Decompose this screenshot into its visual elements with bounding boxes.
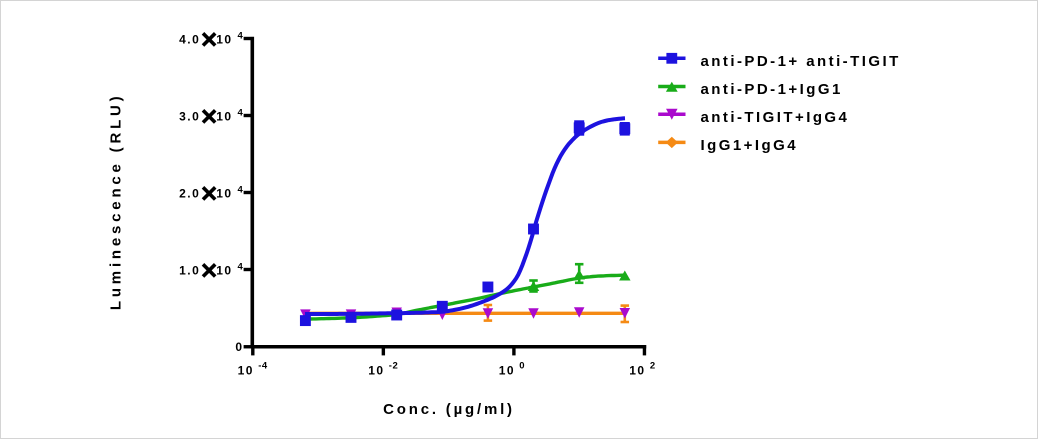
svg-text:Luminescence (RLU): Luminescence (RLU) <box>107 92 124 310</box>
svg-text:1.0: 1.0 <box>179 264 200 278</box>
svg-text:10: 10 <box>238 364 254 378</box>
svg-text:10: 10 <box>499 364 515 378</box>
svg-text:10: 10 <box>216 187 232 201</box>
svg-text:4: 4 <box>238 31 244 42</box>
svg-text:2.0: 2.0 <box>179 187 200 201</box>
svg-text:0: 0 <box>235 340 243 354</box>
svg-text:4.0: 4.0 <box>179 33 200 47</box>
svg-text:0: 0 <box>519 361 525 372</box>
svg-text:anti-TIGIT+IgG4: anti-TIGIT+IgG4 <box>701 109 850 126</box>
svg-text:4: 4 <box>238 262 244 273</box>
svg-text:anti-PD-1+ anti-TIGIT: anti-PD-1+ anti-TIGIT <box>701 53 901 70</box>
svg-text:10: 10 <box>216 110 232 124</box>
svg-text:4: 4 <box>238 108 244 119</box>
svg-text:2: 2 <box>650 361 656 372</box>
svg-text:-4: -4 <box>258 361 268 372</box>
svg-text:10: 10 <box>216 33 232 47</box>
svg-text:IgG1+IgG4: IgG1+IgG4 <box>701 137 799 154</box>
svg-text:Conc. (µg/ml): Conc. (µg/ml) <box>383 401 515 418</box>
svg-text:10: 10 <box>368 364 384 378</box>
svg-text:3.0: 3.0 <box>179 110 200 124</box>
svg-text:10: 10 <box>216 264 232 278</box>
svg-text:-2: -2 <box>389 361 398 372</box>
svg-text:10: 10 <box>629 364 645 378</box>
svg-text:4: 4 <box>238 185 244 196</box>
svg-text:anti-PD-1+IgG1: anti-PD-1+IgG1 <box>701 81 843 98</box>
